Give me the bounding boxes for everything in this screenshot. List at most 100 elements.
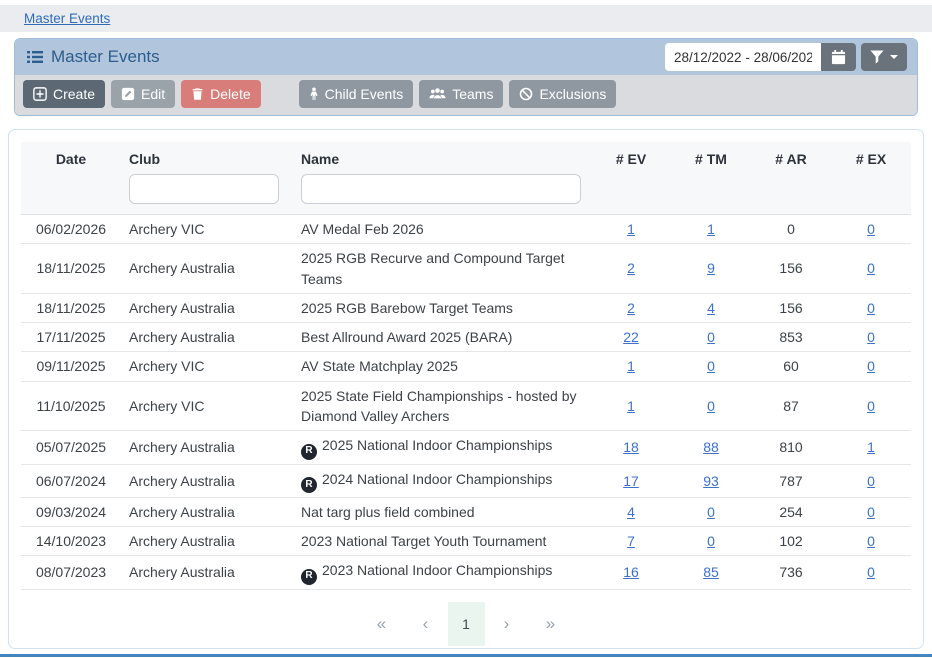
ev-count-link[interactable]: 16 bbox=[623, 564, 639, 580]
ex-count-cell: 0 bbox=[831, 323, 911, 352]
table-row[interactable]: 08/07/2023Archery AustraliaR2023 Nationa… bbox=[21, 556, 911, 589]
ex-count-link[interactable]: 0 bbox=[867, 260, 875, 276]
table-row[interactable]: 09/11/2025Archery VICAV State Matchplay … bbox=[21, 352, 911, 381]
ex-count-link[interactable]: 0 bbox=[867, 329, 875, 345]
event-club: Archery Australia bbox=[121, 527, 293, 556]
ex-count-link[interactable]: 0 bbox=[867, 473, 875, 489]
pagination-next-button[interactable]: › bbox=[485, 614, 529, 634]
tm-count-link[interactable]: 0 bbox=[707, 533, 715, 549]
create-button-label: Create bbox=[53, 86, 95, 102]
tm-count-link[interactable]: 0 bbox=[707, 504, 715, 520]
column-header-date: Date bbox=[21, 142, 121, 169]
toolbar: Create Edit Delete Child Events Teams bbox=[15, 75, 917, 115]
tm-count-link[interactable]: 4 bbox=[707, 300, 715, 316]
users-icon bbox=[429, 87, 446, 101]
edit-button[interactable]: Edit bbox=[111, 80, 175, 108]
tm-count-link[interactable]: 0 bbox=[707, 398, 715, 414]
ex-count-cell: 0 bbox=[831, 215, 911, 244]
tm-count-link[interactable]: 1 bbox=[707, 221, 715, 237]
pagination-previous-button[interactable]: ‹ bbox=[404, 614, 448, 634]
pagination-current-page[interactable]: 1 bbox=[448, 602, 485, 646]
event-club: Archery Australia bbox=[121, 497, 293, 526]
event-club: Archery Australia bbox=[121, 244, 293, 294]
delete-button[interactable]: Delete bbox=[181, 80, 260, 108]
event-date: 18/11/2025 bbox=[21, 293, 121, 322]
ex-count-cell: 0 bbox=[831, 527, 911, 556]
event-club: Archery Australia bbox=[121, 323, 293, 352]
ex-count-link[interactable]: 0 bbox=[867, 564, 875, 580]
table-row[interactable]: 09/03/2024Archery AustraliaNat targ plus… bbox=[21, 497, 911, 526]
ev-count-link[interactable]: 4 bbox=[627, 504, 635, 520]
tm-count-link[interactable]: 0 bbox=[707, 358, 715, 374]
event-club: Archery Australia bbox=[121, 464, 293, 497]
tm-count-cell: 1 bbox=[671, 215, 751, 244]
date-range-input[interactable] bbox=[665, 43, 821, 71]
table-filter-row bbox=[21, 169, 911, 215]
ev-count-link[interactable]: 2 bbox=[627, 300, 635, 316]
ev-count-link[interactable]: 1 bbox=[627, 398, 635, 414]
ex-count-cell: 0 bbox=[831, 293, 911, 322]
table-row[interactable]: 18/11/2025Archery Australia2025 RGB Bare… bbox=[21, 293, 911, 322]
plus-square-icon bbox=[33, 87, 47, 101]
ar-count-cell: 254 bbox=[751, 497, 831, 526]
table-row[interactable]: 06/02/2026Archery VICAV Medal Feb 202611… bbox=[21, 215, 911, 244]
table-row[interactable]: 05/07/2025Archery AustraliaR2025 Nationa… bbox=[21, 431, 911, 464]
filter-icon bbox=[870, 50, 884, 64]
ar-count-cell: 0 bbox=[751, 215, 831, 244]
tm-count-link[interactable]: 0 bbox=[707, 329, 715, 345]
ex-count-link[interactable]: 0 bbox=[867, 504, 875, 520]
registered-badge-icon: R bbox=[301, 569, 317, 585]
column-header-ar: # AR bbox=[751, 142, 831, 169]
teams-button[interactable]: Teams bbox=[419, 80, 503, 108]
column-header-ev: # EV bbox=[591, 142, 671, 169]
ev-count-link[interactable]: 18 bbox=[623, 439, 639, 455]
pagination-last-button[interactable]: » bbox=[529, 614, 573, 634]
event-date: 06/07/2024 bbox=[21, 464, 121, 497]
breadcrumb-link-master-events[interactable]: Master Events bbox=[24, 11, 110, 26]
event-name: 2025 RGB Barebow Target Teams bbox=[293, 293, 591, 322]
ev-count-link[interactable]: 17 bbox=[623, 473, 639, 489]
ev-count-cell: 18 bbox=[591, 431, 671, 464]
table-header-row: Date Club Name # EV # TM # AR # EX bbox=[21, 142, 911, 169]
table-row[interactable]: 17/11/2025Archery AustraliaBest Allround… bbox=[21, 323, 911, 352]
ex-count-link[interactable]: 1 bbox=[867, 439, 875, 455]
child-events-button[interactable]: Child Events bbox=[299, 80, 414, 108]
list-icon bbox=[27, 49, 43, 65]
tm-count-link[interactable]: 93 bbox=[703, 473, 719, 489]
ev-count-link[interactable]: 22 bbox=[623, 329, 639, 345]
ev-count-link[interactable]: 7 bbox=[627, 533, 635, 549]
pagination-first-button[interactable]: « bbox=[360, 614, 404, 634]
ev-count-link[interactable]: 2 bbox=[627, 260, 635, 276]
events-table-card: Date Club Name # EV # TM # AR # EX 06/02… bbox=[8, 129, 924, 649]
ev-count-cell: 2 bbox=[591, 293, 671, 322]
ev-count-link[interactable]: 1 bbox=[627, 221, 635, 237]
tm-count-link[interactable]: 88 bbox=[703, 439, 719, 455]
calendar-button[interactable] bbox=[821, 43, 856, 71]
table-row[interactable]: 11/10/2025Archery VIC2025 State Field Ch… bbox=[21, 381, 911, 431]
master-events-panel: Master Events Cre bbox=[14, 38, 918, 116]
ex-count-link[interactable]: 0 bbox=[867, 533, 875, 549]
tm-count-link[interactable]: 9 bbox=[707, 260, 715, 276]
event-club: Archery VIC bbox=[121, 215, 293, 244]
ex-count-link[interactable]: 0 bbox=[867, 221, 875, 237]
ex-count-link[interactable]: 0 bbox=[867, 358, 875, 374]
ex-count-link[interactable]: 0 bbox=[867, 300, 875, 316]
tm-count-cell: 85 bbox=[671, 556, 751, 589]
exclusions-button[interactable]: Exclusions bbox=[509, 80, 616, 108]
table-row[interactable]: 18/11/2025Archery Australia2025 RGB Recu… bbox=[21, 244, 911, 294]
create-button[interactable]: Create bbox=[23, 80, 105, 108]
filter-dropdown-button[interactable] bbox=[861, 43, 907, 71]
caret-down-icon bbox=[890, 55, 898, 59]
ev-count-cell: 2 bbox=[591, 244, 671, 294]
ev-count-link[interactable]: 1 bbox=[627, 358, 635, 374]
table-row[interactable]: 06/07/2024Archery AustraliaR2024 Nationa… bbox=[21, 464, 911, 497]
ev-count-cell: 16 bbox=[591, 556, 671, 589]
event-date: 11/10/2025 bbox=[21, 381, 121, 431]
event-date: 06/02/2026 bbox=[21, 215, 121, 244]
club-filter-input[interactable] bbox=[129, 174, 279, 204]
tm-count-link[interactable]: 85 bbox=[703, 564, 719, 580]
name-filter-input[interactable] bbox=[301, 174, 581, 204]
ex-count-link[interactable]: 0 bbox=[867, 398, 875, 414]
table-row[interactable]: 14/10/2023Archery Australia2023 National… bbox=[21, 527, 911, 556]
event-date: 17/11/2025 bbox=[21, 323, 121, 352]
